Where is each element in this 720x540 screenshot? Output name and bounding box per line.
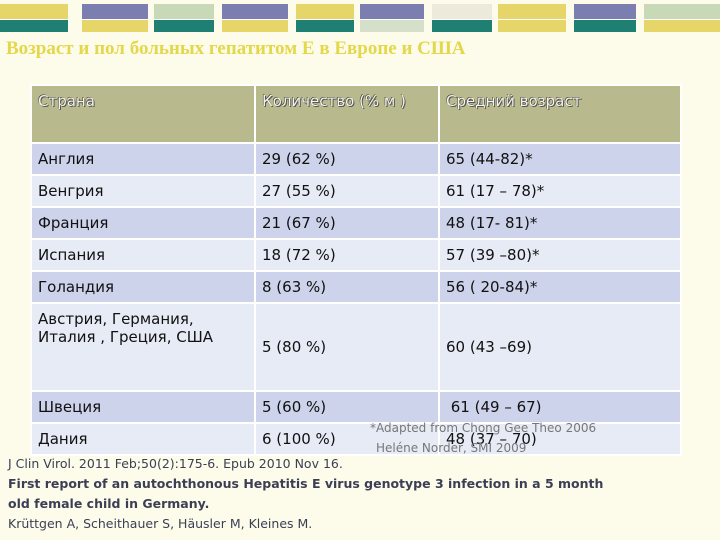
cell-age: 48 (37 – 70) — [438, 422, 682, 456]
cell-country: Венгрия — [30, 174, 256, 208]
cell-country: Дания — [30, 422, 256, 456]
cell-count: 21 (67 %) — [254, 206, 440, 240]
strip-block — [222, 4, 288, 32]
source-note-line: Heléne Norder, SMI 2009 — [376, 441, 527, 455]
strip-block — [432, 4, 492, 32]
strip-block — [154, 4, 214, 32]
cell-count: 6 (100 %) — [254, 422, 440, 456]
table-row: Дания 6 (100 %) 48 (37 – 70) — [30, 422, 682, 456]
table-row: Испания 18 (72 %) 57 (39 –80)* — [30, 238, 682, 272]
strip-block — [360, 4, 424, 32]
cell-age: 61 (49 – 67) — [438, 390, 682, 424]
header-mean-age: Средний возраст — [438, 84, 682, 144]
table-header-row: Страна Количество (% м ) Средний возраст — [30, 84, 682, 144]
header-country: Страна — [30, 84, 256, 144]
hepatitis-e-table: Страна Количество (% м ) Средний возраст… — [30, 84, 682, 456]
table-row: Швеция 5 (60 %) 61 (49 – 67) — [30, 390, 682, 424]
table-row: Англия 29 (62 %) 65 (44-82)* — [30, 142, 682, 176]
strip-block — [0, 4, 68, 32]
cell-country: Испания — [30, 238, 256, 272]
cell-country: Англия — [30, 142, 256, 176]
reference-title-cont: old female child in Germany. — [8, 496, 210, 511]
decorative-top-strip — [0, 0, 720, 34]
table-row: Венгрия 27 (55 %) 61 (17 – 78)* — [30, 174, 682, 208]
strip-block — [82, 4, 148, 32]
cell-age: 61 (17 – 78)* — [438, 174, 682, 208]
table-row: Голандия 8 (63 %) 56 ( 20-84)* — [30, 270, 682, 304]
source-note: *Adapted from Chong Gee Theo 2006 Heléne… — [370, 418, 670, 458]
source-note-line: *Adapted from Chong Gee Theo 2006 — [370, 421, 597, 435]
reference-authors: Krüttgen A, Scheithauer S, Häusler M, Kl… — [8, 516, 313, 531]
cell-count: 8 (63 %) — [254, 270, 440, 304]
strip-block — [574, 4, 636, 32]
slide-title: Возраст и пол больных гепатитом Е в Евро… — [6, 38, 466, 59]
table-row: Франция 21 (67 %) 48 (17- 81)* — [30, 206, 682, 240]
cell-count: 29 (62 %) — [254, 142, 440, 176]
cell-count: 5 (60 %) — [254, 390, 440, 424]
cell-country: Голандия — [30, 270, 256, 304]
cell-count: 5 (80 %) — [254, 302, 440, 392]
cell-count: 18 (72 %) — [254, 238, 440, 272]
cell-country: Швеция — [30, 390, 256, 424]
table-row: Австрия, Германия, Италия , Греция, США … — [30, 302, 682, 392]
strip-block — [644, 4, 720, 32]
cell-age: 56 ( 20-84)* — [438, 270, 682, 304]
reference-title: First report of an autochthonous Hepatit… — [8, 476, 604, 491]
cell-age: 57 (39 –80)* — [438, 238, 682, 272]
cell-age: 60 (43 –69) — [438, 302, 682, 392]
strip-block — [296, 4, 354, 32]
cell-age: 65 (44-82)* — [438, 142, 682, 176]
header-count: Количество (% м ) — [254, 84, 440, 144]
cell-count: 27 (55 %) — [254, 174, 440, 208]
reference-journal: J Clin Virol. 2011 Feb;50(2):175-6. Epub… — [8, 456, 343, 471]
cell-country: Австрия, Германия, Италия , Греция, США — [30, 302, 256, 392]
cell-country: Франция — [30, 206, 256, 240]
reference-block: J Clin Virol. 2011 Feb;50(2):175-6. Epub… — [8, 454, 648, 534]
strip-block — [498, 4, 566, 32]
cell-age: 48 (17- 81)* — [438, 206, 682, 240]
